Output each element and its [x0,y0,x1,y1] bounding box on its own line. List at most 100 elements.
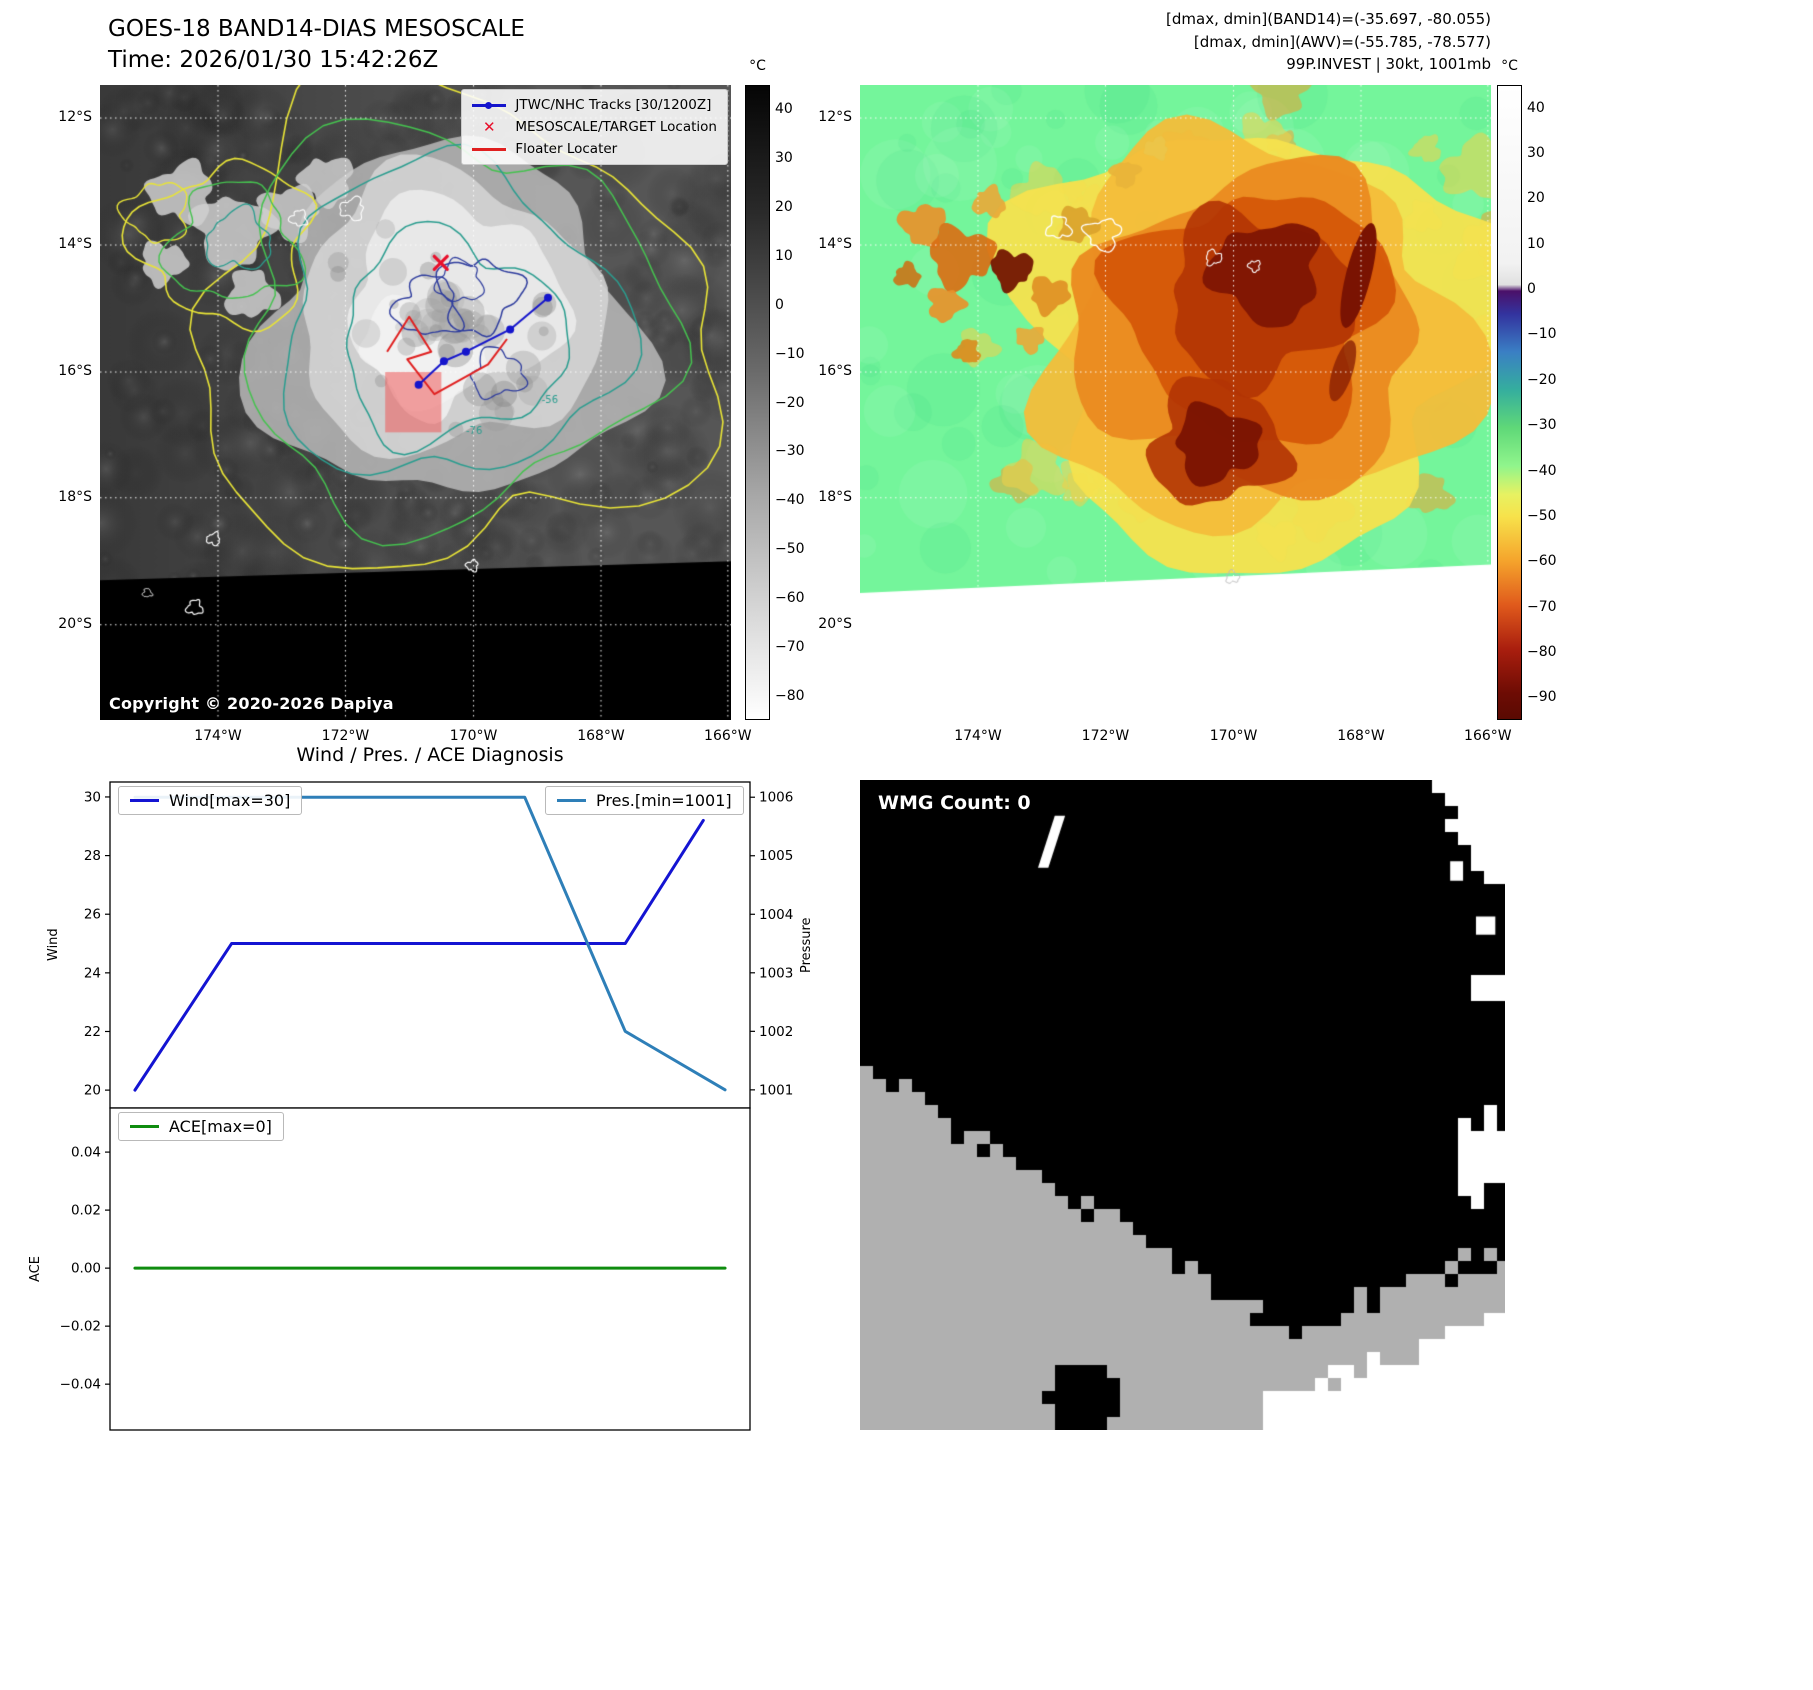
awv-colorbar-tick: 40 [1527,99,1545,116]
awv-lat-tick: 12°S [818,109,852,126]
awv-stats-block: [dmax, dmin](BAND14)=(-35.697, -80.055) … [1041,8,1491,76]
svg-text:0.02: 0.02 [71,1203,101,1219]
band14-colorbar-tick: 0 [775,296,784,313]
awv-stats-band14: [dmax, dmin](BAND14)=(-35.697, -80.055) [1166,10,1491,28]
awv-lon-tick: 168°W [1337,728,1385,744]
wind-legend-label: Wind[max=30] [169,791,291,810]
svg-text:1001: 1001 [759,1082,793,1098]
floater-line-icon [472,142,507,156]
awv-colorbar-tick: −40 [1527,462,1557,479]
diagnosis-title: Wind / Pres. / ACE Diagnosis [296,744,564,766]
ace-axis-label: ACE [28,1256,43,1282]
band14-title-block: GOES-18 BAND14-DIAS MESOSCALE Time: 2026… [108,14,525,76]
awv-satellite-image [860,85,1491,720]
pressure-line-icon [557,798,586,803]
pres-legend: Pres.[min=1001] [545,786,744,815]
awv-lat-tick: 14°S [818,236,852,253]
legend-item-floater: Floater Locater [472,141,717,157]
band14-colorbar-tick: −60 [775,589,805,606]
svg-text:−0.04: −0.04 [60,1377,101,1393]
wind-axis-label: Wind [46,928,61,962]
band14-colorbar-tick: −40 [775,492,805,509]
band14-lat-tick: 12°S [58,109,92,126]
awv-colorbar-tick: −30 [1527,417,1557,434]
awv-colorbar-tick: −80 [1527,643,1557,660]
awv-stats-awv: [dmax, dmin](AWV)=(-55.785, -78.577) [1193,32,1491,51]
band14-colorbar-tick: −10 [775,345,805,362]
svg-text:1005: 1005 [759,848,793,864]
band14-lon-tick: 166°W [704,728,752,744]
band14-lat-tick: 14°S [58,236,92,253]
svg-text:22: 22 [84,1024,101,1040]
band14-colorbar-tick: 20 [775,199,793,216]
band14-lat-tick: 16°S [58,363,92,380]
wind-line-icon [130,798,159,803]
band14-colorbar-tick: −70 [775,638,805,655]
awv-colorbar-unit: °C [1501,58,1518,74]
awv-lat-tick: 18°S [818,488,852,505]
svg-text:0.04: 0.04 [71,1145,101,1161]
awv-lat-tick: 20°S [818,615,852,632]
svg-text:0.00: 0.00 [71,1261,101,1277]
wmg-panel: WMG Count: 0 [860,780,1505,1430]
wmg-mask-image [860,780,1505,1430]
wind-legend: Wind[max=30] [118,786,303,815]
awv-colorbar-tick: 10 [1527,235,1545,252]
awv-colorbar-tick: −50 [1527,507,1557,524]
band14-colorbar-tick: −50 [775,541,805,558]
legend-item-tracks: JTWC/NHC Tracks [30/1200Z] [472,97,717,113]
band14-title: GOES-18 BAND14-DIAS MESOSCALE [108,16,525,42]
awv-colorbar-tick: 0 [1527,281,1536,298]
svg-text:1002: 1002 [759,1024,793,1040]
awv-map-panel [860,85,1491,720]
pressure-axis-label: Pressure [799,917,814,973]
band14-map-panel: JTWC/NHC Tracks [30/1200Z] ✕ MESOSCALE/T… [100,85,731,720]
ace-legend: ACE[max=0] [118,1112,284,1141]
awv-invest-label: 99P.INVEST | 30kt, 1001mb [1286,55,1491,73]
svg-text:30: 30 [84,789,101,805]
svg-text:28: 28 [84,848,101,864]
svg-text:1004: 1004 [759,907,793,923]
band14-colorbar-unit: °C [749,58,766,74]
band14-colorbar-tick: 40 [775,101,793,118]
svg-text:26: 26 [84,907,101,923]
legend-item-target: ✕ MESOSCALE/TARGET Location [472,119,717,135]
wmg-count-label: WMG Count: 0 [878,792,1031,814]
band14-colorbar-gradient [745,85,770,720]
band14-colorbar-tick: 10 [775,247,793,264]
band14-lat-tick: 20°S [58,615,92,632]
awv-lon-tick: 170°W [1209,728,1258,744]
awv-lon-tick: 174°W [954,728,1002,744]
svg-text:20: 20 [84,1083,101,1099]
band14-lat-tick: 18°S [58,488,92,505]
awv-colorbar-tick: −70 [1527,598,1557,615]
awv-colorbar-gradient [1497,85,1522,720]
wind-pressure-chart: 20 22 24 26 28 30 1001 1002 1003 1004 1005 1006 [84,781,793,1109]
awv-colorbar: 40 30 20 10 0 −10 −20 −30 −40 −50 −60 −70 −80 −90 [1497,85,1557,720]
band14-lon-tick: 172°W [321,728,370,744]
ace-chart: 0.04 0.02 0.00 −0.02 −0.04 [60,1107,751,1431]
band14-colorbar-tick: 30 [775,150,793,167]
legend-label-target: MESOSCALE/TARGET Location [515,119,717,135]
band14-colorbar-tick: −80 [775,687,805,704]
ace-line-icon [130,1124,159,1129]
band14-satellite-image [100,85,731,720]
awv-colorbar-tick: −60 [1527,553,1557,570]
awv-colorbar-tick: −20 [1527,371,1557,388]
band14-colorbar-tick: −20 [775,394,805,411]
band14-map-legend: JTWC/NHC Tracks [30/1200Z] ✕ MESOSCALE/T… [461,89,728,165]
svg-text:24: 24 [84,965,101,981]
tracks-line-icon [472,98,507,112]
band14-colorbar: 40 30 20 10 0 −10 −20 −30 −40 −50 −60 −70 −80 [745,85,805,720]
target-x-icon: ✕ [483,118,496,136]
awv-colorbar-tick: 30 [1527,145,1545,162]
copyright-label: Copyright © 2020-2026 Dapiya [109,694,394,713]
awv-colorbar-tick: −10 [1527,326,1557,343]
svg-text:1003: 1003 [759,965,793,981]
band14-colorbar-tick: −30 [775,443,805,460]
band14-time-label: Time: 2026/01/30 15:42:26Z [108,47,439,74]
pres-legend-label: Pres.[min=1001] [596,791,732,810]
band14-lon-tick: 170°W [449,728,498,744]
awv-colorbar-tick: −90 [1527,689,1557,706]
